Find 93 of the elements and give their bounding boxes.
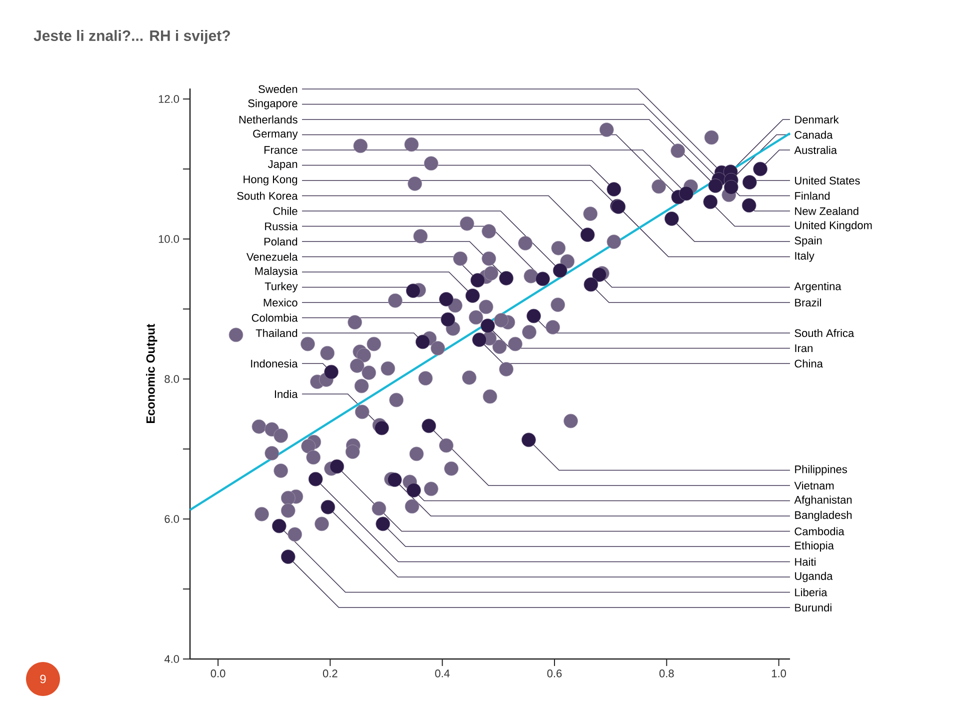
point — [387, 472, 402, 487]
annotation: Ethiopia — [795, 541, 834, 552]
annotation: Sweden — [258, 84, 298, 94]
annotation: Haiti — [795, 558, 816, 566]
point — [324, 364, 339, 380]
point — [536, 272, 550, 286]
annotation: Liberia — [795, 588, 828, 596]
annotation: Bangladesh — [795, 510, 852, 522]
annotation: Spain — [794, 236, 822, 247]
x-tick-label: 0.8 — [659, 670, 674, 678]
x-tick-label: 0.2 — [322, 670, 338, 678]
annotation: Colombia — [252, 314, 298, 322]
annotation: India — [274, 390, 298, 398]
point — [580, 228, 595, 242]
annotation: Brazil — [795, 298, 821, 307]
point — [280, 550, 296, 564]
point — [606, 182, 622, 196]
annotation: Japan — [268, 160, 298, 170]
annotation: Poland — [264, 237, 298, 246]
annotation: Hong Kong — [244, 176, 298, 186]
point — [753, 162, 768, 176]
point — [592, 268, 607, 282]
y-tick-label: 8.0 — [164, 375, 180, 383]
annotation: Netherlands — [239, 115, 298, 124]
point — [742, 175, 757, 190]
annotation: Turkey — [264, 282, 298, 292]
annotation: South Africa — [794, 328, 854, 338]
annotation: Uganda — [795, 572, 833, 582]
point — [374, 420, 389, 436]
y-tick-label: 6.0 — [164, 515, 180, 523]
annotation: Italy — [795, 252, 814, 262]
annotation: Cambodia — [794, 527, 844, 536]
point — [376, 516, 390, 532]
annotation: Finland — [795, 192, 830, 200]
y-axis-title: Economic Output — [146, 324, 158, 423]
point — [440, 312, 456, 327]
point — [406, 483, 421, 498]
annotation: Venezuela — [246, 252, 298, 261]
annotation: United States — [795, 176, 860, 185]
point — [406, 284, 420, 298]
annotation: Germany — [253, 130, 298, 140]
annotation: Chile — [273, 206, 298, 216]
annotation: New Zealand — [795, 206, 858, 216]
x-tick-label: 0.6 — [547, 670, 562, 678]
point — [724, 180, 738, 194]
point — [308, 472, 323, 486]
annotation: Philippines — [795, 465, 847, 476]
point — [522, 432, 536, 448]
annotation: United Kingdom — [795, 221, 872, 232]
y-tick-label: 12.0 — [158, 95, 180, 103]
point — [679, 186, 694, 201]
annotation: Indonesia — [251, 359, 298, 368]
annotation: Australia — [794, 146, 837, 154]
point — [664, 212, 679, 226]
point — [584, 277, 598, 292]
point — [272, 518, 286, 534]
point — [320, 500, 336, 514]
point — [552, 263, 568, 278]
point — [472, 332, 487, 347]
point — [499, 271, 514, 286]
y-tick-label: 10.0 — [158, 235, 180, 243]
point — [703, 194, 718, 210]
point — [742, 198, 756, 213]
annotation: China — [794, 359, 823, 368]
x-tick-label: 0.0 — [210, 670, 226, 678]
annotation: Malaysia — [255, 266, 298, 278]
annotation: Thailand — [256, 328, 298, 338]
annotation: South Korea — [237, 192, 298, 200]
annotation: Singapore — [248, 99, 298, 110]
point — [330, 459, 344, 474]
annotation: Vietnam — [794, 481, 834, 490]
x-tick-label: 1.0 — [772, 670, 786, 678]
annotation: Afghanistan — [794, 496, 852, 506]
point — [526, 308, 541, 324]
annotation: Canada — [794, 130, 833, 139]
point — [416, 334, 430, 350]
point — [422, 418, 436, 434]
point — [480, 318, 495, 333]
point — [470, 273, 485, 288]
annotation: France — [264, 146, 298, 154]
annotation: Russia — [265, 222, 298, 230]
chart-title: Jeste li znali?... RH i svijet? — [34, 30, 230, 44]
text: 9 — [40, 674, 46, 684]
annotation: Mexico — [264, 298, 298, 307]
annotation: Denmark — [795, 115, 839, 124]
annotation: Burundi — [795, 603, 832, 612]
annotation: Iran — [795, 344, 812, 352]
x-tick-label: 0.4 — [435, 670, 450, 678]
point — [465, 288, 480, 303]
point — [439, 292, 454, 306]
annotation: Argentina — [794, 282, 842, 292]
point — [708, 178, 723, 193]
y-tick-label: 4.0 — [164, 655, 180, 663]
